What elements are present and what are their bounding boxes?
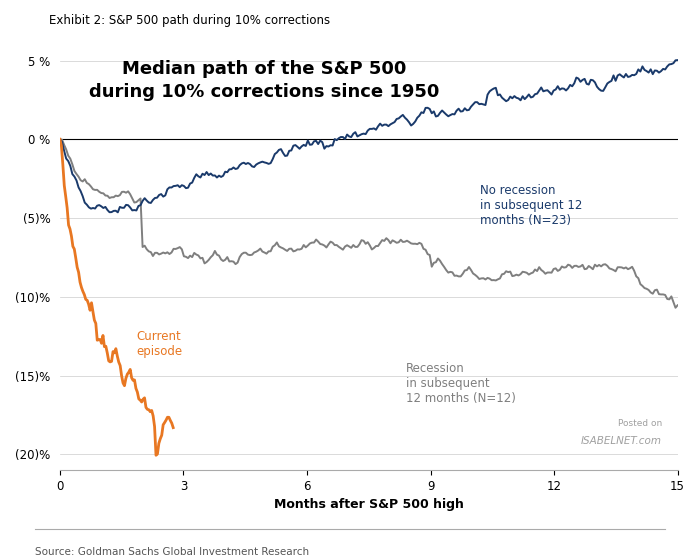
Text: Exhibit 2: S&P 500 path during 10% corrections: Exhibit 2: S&P 500 path during 10% corre…	[49, 14, 330, 27]
Text: Source: Goldman Sachs Global Investment Research: Source: Goldman Sachs Global Investment …	[35, 547, 309, 557]
Text: Recession
in subsequent
12 months (N=12): Recession in subsequent 12 months (N=12)	[406, 362, 516, 405]
X-axis label: Months after S&P 500 high: Months after S&P 500 high	[274, 498, 463, 511]
Text: Current
episode: Current episode	[136, 330, 182, 358]
Text: Median path of the S&P 500
during 10% corrections since 1950: Median path of the S&P 500 during 10% co…	[89, 60, 439, 101]
Text: Posted on: Posted on	[618, 419, 662, 428]
Text: ISABELNET.com: ISABELNET.com	[581, 436, 662, 446]
Text: No recession
in subsequent 12
months (N=23): No recession in subsequent 12 months (N=…	[480, 184, 582, 227]
